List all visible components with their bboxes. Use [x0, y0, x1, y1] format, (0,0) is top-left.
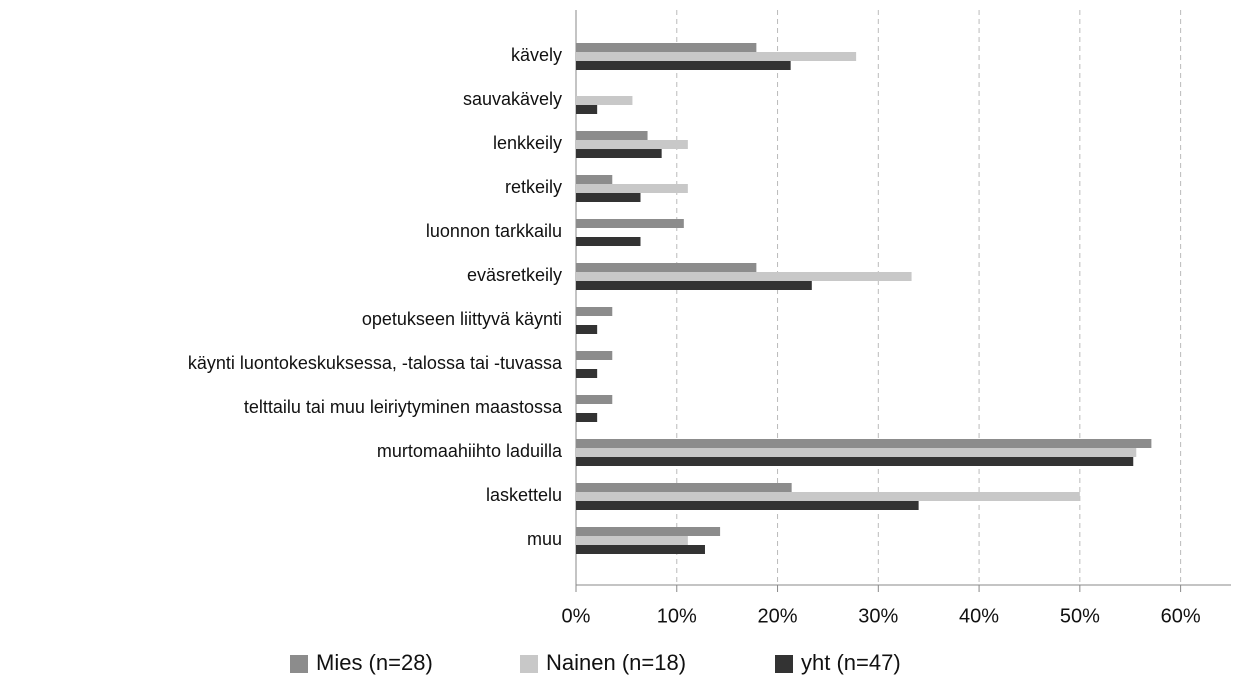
legend-swatch: [775, 655, 793, 673]
bar: [576, 61, 791, 70]
bar: [576, 413, 598, 422]
bar: [576, 219, 684, 228]
category-label: opetukseen liittyvä käynti: [362, 309, 562, 329]
bar: [576, 527, 721, 536]
bar: [576, 105, 598, 114]
bar: [576, 325, 598, 334]
category-label: telttailu tai muu leiriytyminen maastoss…: [244, 397, 563, 417]
category-label: käynti luontokeskuksessa, -talossa tai -…: [188, 353, 563, 373]
bar: [576, 272, 912, 281]
x-tick-label: 0%: [562, 605, 591, 627]
x-tick-label: 30%: [858, 605, 898, 627]
bar: [576, 193, 641, 202]
bar: [576, 545, 705, 554]
category-label: sauvakävely: [463, 89, 562, 109]
bar: [576, 175, 613, 184]
x-tick-label: 50%: [1060, 605, 1100, 627]
category-label: retkeily: [505, 177, 562, 197]
bar: [576, 536, 688, 545]
bar: [576, 184, 688, 193]
x-tick-label: 60%: [1161, 605, 1201, 627]
bar: [576, 439, 1152, 448]
category-label: muu: [527, 529, 562, 549]
legend-label: yht (n=47): [801, 650, 901, 675]
bar: [576, 52, 857, 61]
legend-swatch: [290, 655, 308, 673]
bar: [576, 149, 662, 158]
category-label: luonnon tarkkailu: [426, 221, 562, 241]
x-tick-label: 40%: [959, 605, 999, 627]
x-tick-label: 10%: [657, 605, 697, 627]
bar: [576, 501, 919, 510]
category-label: kävely: [511, 45, 562, 65]
bar: [576, 140, 688, 149]
category-label: murtomaahiihto laduilla: [377, 441, 563, 461]
legend-label: Mies (n=28): [316, 650, 433, 675]
bar: [576, 448, 1137, 457]
bar: [576, 43, 757, 52]
bar: [576, 369, 598, 378]
legend: Mies (n=28) Nainen (n=18) yht (n=47): [290, 650, 901, 675]
legend-label: Nainen (n=18): [546, 650, 686, 675]
category-label: lenkkeily: [493, 133, 562, 153]
legend-swatch: [520, 655, 538, 673]
bar: [576, 96, 633, 105]
category-label: eväsretkeily: [467, 265, 562, 285]
bar: [576, 263, 757, 272]
bar: [576, 281, 812, 290]
category-label: laskettelu: [486, 485, 562, 505]
bar: [576, 457, 1134, 466]
x-tick-label: 20%: [758, 605, 798, 627]
bar: [576, 395, 613, 404]
bar: [576, 307, 613, 316]
bar: [576, 483, 792, 492]
bar: [576, 237, 641, 246]
bar: [576, 351, 613, 360]
bar: [576, 131, 648, 140]
bar: [576, 492, 1080, 501]
